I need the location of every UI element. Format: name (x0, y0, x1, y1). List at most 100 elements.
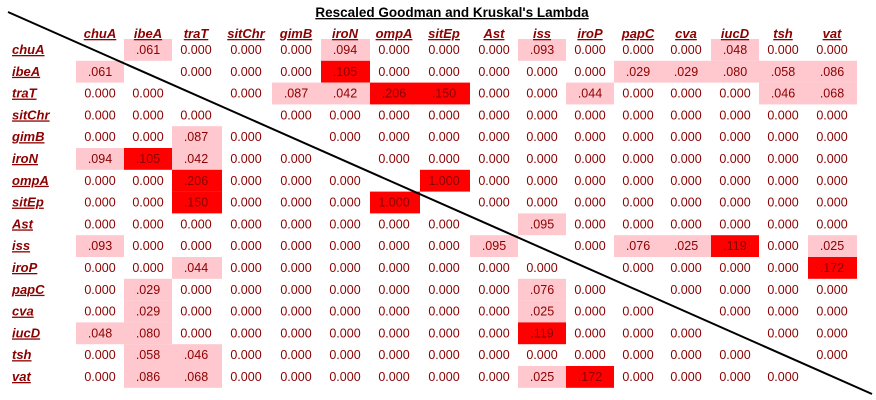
cell-value: 0.000 (329, 217, 360, 231)
cell-value: 1.000 (428, 174, 459, 188)
row-label: gimB (11, 129, 45, 144)
cell-value: .172 (820, 261, 844, 275)
heatmap-cell (321, 60, 370, 83)
cell-value: 0.000 (816, 130, 847, 144)
cell-value: 0.000 (280, 348, 311, 362)
cell-value: 0.000 (767, 326, 798, 340)
cell-value: .058 (136, 348, 160, 362)
cell-value: 0.000 (719, 196, 750, 210)
cell-value: 0.000 (670, 43, 701, 57)
cell-value: 0.000 (428, 65, 459, 79)
cell-value: 0.000 (478, 370, 509, 384)
cell-value: 0.000 (280, 326, 311, 340)
cell-value: .119 (530, 326, 553, 340)
cell-value: 0.000 (816, 43, 847, 57)
cell-value: 0.000 (767, 152, 798, 166)
cell-value: 0.000 (280, 108, 311, 122)
cell-value: 0.000 (670, 130, 701, 144)
cell-value: 0.000 (478, 108, 509, 122)
cell-value: 0.000 (84, 370, 115, 384)
column-header: papC (621, 26, 655, 41)
cell-value: 0.000 (378, 326, 409, 340)
cell-value: 0.000 (230, 348, 261, 362)
cell-value: .150 (432, 87, 456, 101)
cell-value: 0.000 (378, 283, 409, 297)
heatmap-cell (172, 148, 222, 170)
heatmap-cell (518, 300, 566, 323)
cell-value: 0.000 (230, 130, 261, 144)
cell-value: 0.000 (378, 305, 409, 319)
cell-value: 0.000 (526, 261, 557, 275)
cell-value: .046 (771, 87, 795, 101)
heatmap-cell (124, 344, 172, 366)
column-header: traT (184, 26, 210, 41)
column-header: iss (533, 26, 551, 41)
cell-value: .029 (674, 65, 698, 79)
cell-value: 0.000 (574, 152, 605, 166)
cell-value: 0.000 (230, 152, 261, 166)
cell-value: 0.000 (574, 43, 605, 57)
cell-value: 0.000 (280, 174, 311, 188)
cell-value: 0.000 (670, 370, 701, 384)
column-header: chuA (84, 26, 117, 41)
cell-value: 0.000 (622, 348, 653, 362)
cell-value: 0.000 (574, 174, 605, 188)
cell-value: .119 (723, 239, 746, 253)
cell-value: 0.000 (719, 348, 750, 362)
cell-value: .095 (530, 217, 554, 231)
cell-value: .206 (184, 174, 208, 188)
heatmap-cell (172, 344, 222, 366)
row-label: iucD (12, 325, 41, 340)
cell-value: 0.000 (329, 108, 360, 122)
cell-value: 0.000 (622, 305, 653, 319)
cell-value: 0.000 (670, 326, 701, 340)
cell-value: 0.000 (526, 174, 557, 188)
cell-value: 0.000 (767, 305, 798, 319)
cell-value: 0.000 (478, 174, 509, 188)
cell-value: 0.000 (428, 261, 459, 275)
cell-value: 0.000 (329, 326, 360, 340)
cell-value: 0.000 (622, 174, 653, 188)
cell-value: 0.000 (132, 130, 163, 144)
cell-value: 0.000 (478, 326, 509, 340)
cell-value: 0.000 (428, 108, 459, 122)
cell-value: 0.000 (280, 370, 311, 384)
heatmap-cell (518, 39, 566, 61)
row-label: chuA (12, 42, 45, 57)
cell-value: 0.000 (526, 108, 557, 122)
cell-value: 0.000 (230, 65, 261, 79)
heatmap-values: .061 0.000 0.000 0.000 .094 0.000 0.000 0.000 .0… (84, 43, 847, 384)
cell-value: 0.000 (526, 65, 557, 79)
cell-value: 0.000 (230, 87, 261, 101)
cell-value: 0.000 (329, 261, 360, 275)
cell-value: 0.000 (622, 326, 653, 340)
cell-value: .044 (184, 261, 208, 275)
column-headers: chuA ibeA traT sitChr gimB iroN ompA sitEp Ast is… (84, 26, 842, 41)
heatmap-cell (808, 60, 857, 83)
cell-value: 0.000 (767, 108, 798, 122)
cell-value: 0.000 (132, 108, 163, 122)
heatmap-cell (321, 39, 370, 61)
heatmap-cell (76, 235, 124, 257)
heatmap-cell (566, 82, 614, 105)
cell-value: 0.000 (428, 152, 459, 166)
column-header: vat (823, 26, 842, 41)
heatmap-cell (272, 82, 321, 105)
heatmap-cell (124, 366, 172, 388)
cell-value: 0.000 (478, 65, 509, 79)
heatmap-cell (124, 148, 172, 170)
cell-value: .076 (530, 283, 554, 297)
heatmap-cell (321, 82, 370, 105)
cell-value: 0.000 (670, 196, 701, 210)
heatmap-cell (470, 235, 518, 257)
cell-value: 0.000 (816, 108, 847, 122)
cell-value: 0.000 (478, 305, 509, 319)
cell-value: 0.000 (428, 326, 459, 340)
cell-value: 0.000 (84, 217, 115, 231)
cell-value: 0.000 (180, 283, 211, 297)
cell-value: 0.000 (719, 305, 750, 319)
cell-value: 0.000 (132, 174, 163, 188)
cell-value: 0.000 (428, 130, 459, 144)
cell-value: 0.000 (132, 239, 163, 253)
row-label: iroP (12, 260, 38, 275)
